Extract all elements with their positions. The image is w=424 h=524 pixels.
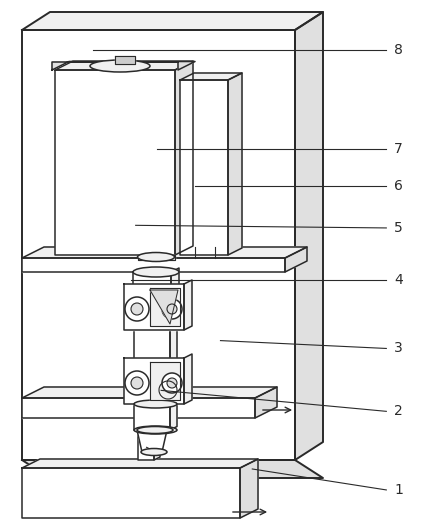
Ellipse shape — [134, 426, 177, 434]
Polygon shape — [138, 418, 154, 460]
Ellipse shape — [137, 427, 173, 433]
Polygon shape — [184, 280, 192, 330]
Polygon shape — [134, 330, 170, 370]
Polygon shape — [184, 354, 192, 404]
Polygon shape — [22, 459, 258, 468]
Polygon shape — [180, 73, 242, 80]
Circle shape — [125, 371, 149, 395]
Polygon shape — [138, 415, 160, 418]
Polygon shape — [22, 460, 323, 478]
Polygon shape — [55, 70, 175, 255]
Circle shape — [125, 297, 149, 321]
Text: 7: 7 — [394, 143, 403, 156]
Polygon shape — [22, 30, 295, 460]
Polygon shape — [255, 387, 277, 418]
Ellipse shape — [141, 449, 167, 455]
Polygon shape — [154, 415, 160, 460]
Polygon shape — [295, 12, 323, 460]
Ellipse shape — [147, 386, 177, 394]
Circle shape — [162, 373, 182, 393]
Circle shape — [131, 303, 143, 315]
Polygon shape — [22, 247, 307, 258]
Ellipse shape — [133, 267, 179, 277]
Polygon shape — [134, 404, 170, 430]
Polygon shape — [124, 358, 184, 404]
Polygon shape — [170, 400, 177, 430]
Text: 2: 2 — [394, 405, 403, 418]
Text: 1: 1 — [394, 483, 403, 497]
Polygon shape — [133, 272, 171, 320]
Ellipse shape — [137, 382, 187, 396]
Polygon shape — [175, 61, 193, 255]
Circle shape — [162, 299, 182, 319]
Polygon shape — [171, 268, 179, 320]
Text: 3: 3 — [394, 342, 403, 355]
Polygon shape — [55, 61, 193, 70]
Polygon shape — [240, 459, 258, 518]
Polygon shape — [22, 12, 323, 30]
Text: 8: 8 — [394, 43, 403, 57]
Polygon shape — [170, 326, 177, 370]
Polygon shape — [22, 398, 255, 418]
Polygon shape — [115, 56, 135, 64]
Ellipse shape — [90, 60, 150, 72]
Polygon shape — [22, 387, 277, 398]
Text: 5: 5 — [394, 221, 403, 235]
Polygon shape — [150, 362, 180, 400]
Polygon shape — [150, 288, 180, 326]
Polygon shape — [228, 73, 242, 255]
Text: 4: 4 — [394, 274, 403, 287]
Ellipse shape — [134, 400, 177, 408]
Polygon shape — [22, 468, 240, 518]
Polygon shape — [285, 247, 307, 272]
Circle shape — [167, 378, 177, 388]
Polygon shape — [137, 430, 167, 452]
Polygon shape — [124, 284, 184, 330]
Ellipse shape — [137, 253, 175, 261]
Polygon shape — [22, 258, 285, 272]
Polygon shape — [150, 290, 178, 324]
Circle shape — [167, 304, 177, 314]
Text: 6: 6 — [394, 179, 403, 193]
Circle shape — [131, 377, 143, 389]
Polygon shape — [180, 80, 228, 255]
Polygon shape — [52, 61, 195, 70]
Polygon shape — [138, 255, 175, 260]
